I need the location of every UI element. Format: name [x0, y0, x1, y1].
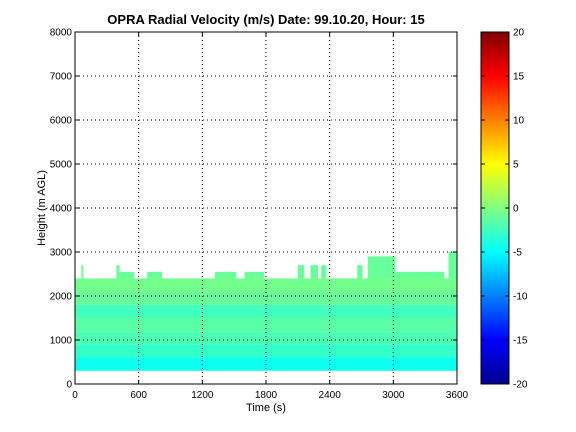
y-axis-ticks: 0 1000 2000 3000 4000 5000 6000 7000 8000: [50, 28, 457, 391]
colorbar-tick-label: -15: [513, 336, 528, 347]
heatmap-extension: [119, 271, 135, 279]
x-axis-label: Time (s): [246, 402, 286, 414]
colorbar-tick-label: 10: [513, 116, 525, 127]
x-tick-label: 600: [130, 390, 147, 401]
heatmap-extension: [215, 271, 237, 279]
colorbar-tick-label: 5: [513, 160, 519, 171]
grid-lines: [75, 32, 457, 384]
heatmap-extension: [448, 252, 457, 279]
heatmap-band: [75, 331, 457, 345]
x-tick-label: 1200: [191, 390, 214, 401]
y-tick-label: 7000: [50, 72, 73, 83]
x-tick-label: 1800: [255, 390, 278, 401]
heatmap-extension: [310, 265, 318, 279]
heatmap-extension: [367, 256, 396, 279]
colorbar-tick-label: -20: [513, 380, 528, 391]
y-tick-label: 4000: [50, 204, 73, 215]
y-tick-label: 2000: [50, 292, 73, 303]
colorbar-tick-label: -5: [513, 248, 522, 259]
colorbar-gradient: [480, 31, 510, 385]
velocity-heatmap: [75, 252, 457, 371]
colorbar-tick-label: 20: [513, 28, 525, 39]
x-tick-label: 3000: [382, 390, 405, 401]
colorbar-ticks: -20 -15 -10 -5 0 5 10 15 20: [481, 28, 528, 391]
heatmap-band: [75, 304, 457, 318]
colorbar: -20 -15 -10 -5 0 5 10 15 20: [480, 28, 528, 391]
y-tick-label: 0: [66, 380, 72, 391]
heatmap-extension: [244, 271, 264, 279]
x-tick-label: 0: [72, 390, 78, 401]
y-tick-label: 1000: [50, 336, 73, 347]
heatmap-extension: [116, 265, 120, 279]
y-tick-label: 5000: [50, 160, 73, 171]
x-tick-label: 2400: [319, 390, 342, 401]
y-axis-label: Height (m AGL): [36, 170, 48, 246]
y-tick-label: 6000: [50, 116, 73, 127]
heatmap-band: [75, 291, 457, 305]
heatmap-band: [75, 344, 457, 358]
x-axis-ticks: 0 600 1200 1800 2400 3000 3600: [72, 32, 469, 401]
x-tick-label: 3600: [446, 390, 469, 401]
y-tick-label: 3000: [50, 248, 73, 259]
heatmap-extension: [357, 265, 363, 279]
heatmap-extension: [395, 271, 445, 279]
heatmap-extension: [321, 265, 327, 279]
colorbar-tick-label: -10: [513, 292, 528, 303]
chart-title: OPRA Radial Velocity (m/s) Date: 99.10.2…: [107, 12, 424, 27]
heatmap-extension: [297, 265, 305, 279]
colorbar-tick-label: 15: [513, 72, 525, 83]
heatmap-extension: [81, 265, 84, 279]
y-tick-label: 8000: [50, 28, 73, 39]
heatmap-extension: [147, 271, 163, 279]
colorbar-tick-label: 0: [513, 204, 519, 215]
